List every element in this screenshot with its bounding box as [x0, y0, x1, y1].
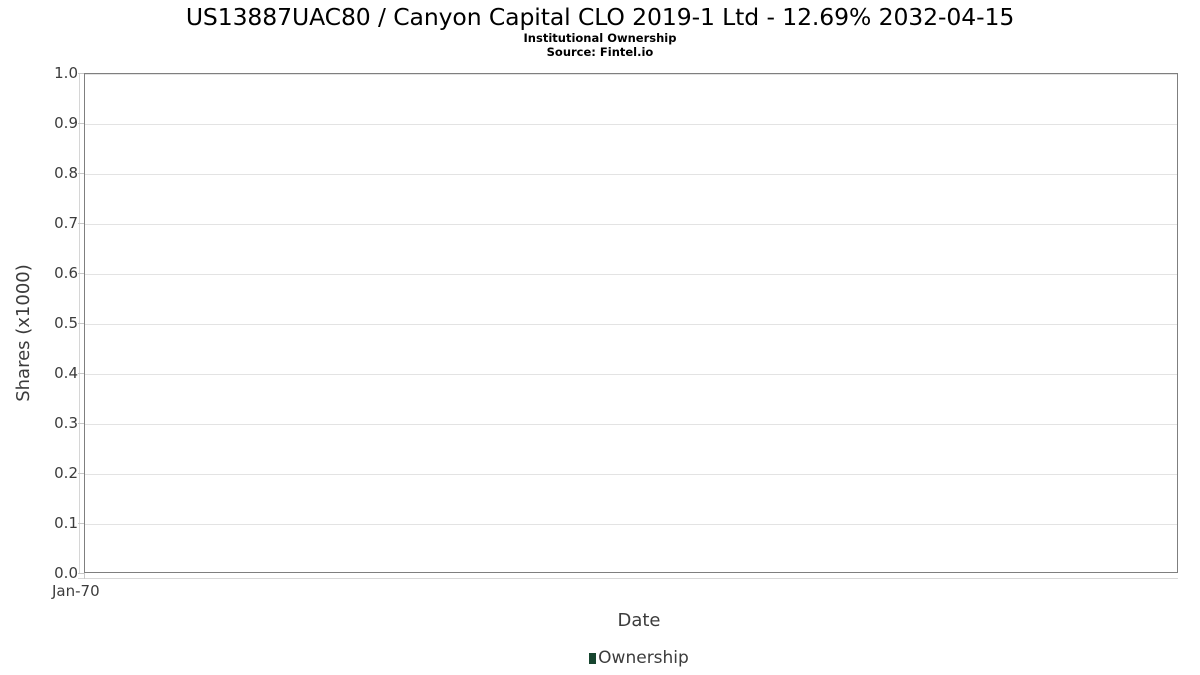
y-tick-mark-0.6	[78, 273, 84, 274]
y-tick-mark-0.4	[78, 373, 84, 374]
chart-title: US13887UAC80 / Canyon Capital CLO 2019-1…	[185, 3, 1015, 31]
y-tick-label-0.0: 0.0	[54, 564, 78, 582]
y-tick-mark-0.3	[78, 423, 84, 424]
gridline-0.4	[85, 374, 1177, 375]
gridline-0.8	[85, 174, 1177, 175]
chart-legend: Ownership	[0, 648, 1200, 668]
y-tick-mark-1.0	[78, 73, 84, 74]
y-tick-mark-0.0	[78, 573, 84, 574]
gridline-1.0	[85, 74, 1177, 75]
chart-source: Source: Fintel.io	[546, 45, 654, 59]
chart-subtitle: Institutional Ownership	[523, 31, 677, 45]
x-tick-mark-jan-70	[84, 573, 85, 579]
legend-swatch-icon	[589, 652, 597, 664]
gridline-0.7	[85, 224, 1177, 225]
y-tick-label-0.3: 0.3	[54, 414, 78, 432]
chart-header: US13887UAC80 / Canyon Capital CLO 2019-1…	[0, 3, 1200, 59]
y-tick-mark-0.8	[78, 173, 84, 174]
y-tick-mark-0.2	[78, 473, 84, 474]
y-tick-label-0.2: 0.2	[54, 464, 78, 482]
y-tick-mark-0.7	[78, 223, 84, 224]
gridline-0.2	[85, 474, 1177, 475]
y-tick-label-0.1: 0.1	[54, 514, 78, 532]
y-tick-mark-0.1	[78, 523, 84, 524]
y-tick-label-0.8: 0.8	[54, 164, 78, 182]
y-tick-label-0.9: 0.9	[54, 114, 78, 132]
gridline-0.1	[85, 524, 1177, 525]
y-axis-title: Shares (x1000)	[13, 264, 34, 402]
gridline-0.6	[85, 274, 1177, 275]
x-axis-underline	[78, 578, 1178, 579]
y-tick-label-1.0: 1.0	[54, 64, 78, 82]
y-tick-label-0.7: 0.7	[54, 214, 78, 232]
y-tick-label-0.6: 0.6	[54, 264, 78, 282]
legend-item-ownership[interactable]: Ownership	[589, 648, 689, 668]
gridline-0.5	[85, 324, 1177, 325]
y-tick-mark-0.5	[78, 323, 84, 324]
legend-label-ownership: Ownership	[598, 648, 689, 668]
y-tick-mark-0.9	[78, 123, 84, 124]
y-tick-label-0.4: 0.4	[54, 364, 78, 382]
y-axis: 1.0 0.9 0.8 0.7 0.6 0.5 0.4 0.3 0.2 0.1 …	[0, 0, 84, 675]
plot-area	[84, 73, 1178, 573]
x-axis-title: Date	[617, 610, 661, 631]
gridline-0.9	[85, 124, 1177, 125]
gridline-0.3	[85, 424, 1177, 425]
x-tick-label-jan-70: Jan-70	[52, 582, 100, 600]
y-tick-label-0.5: 0.5	[54, 314, 78, 332]
